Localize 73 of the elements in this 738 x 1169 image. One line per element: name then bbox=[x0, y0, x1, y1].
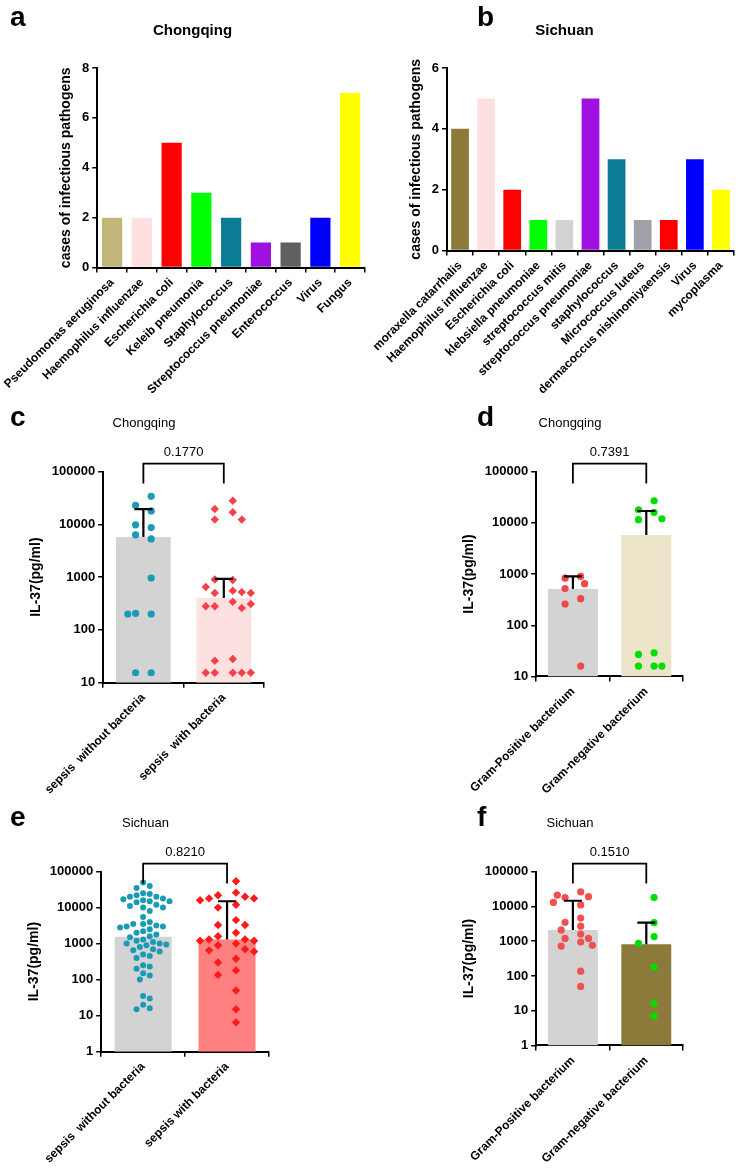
y-tick-label: 8 bbox=[82, 59, 90, 75]
y-tick-label: 1000 bbox=[66, 568, 96, 584]
bar bbox=[191, 192, 212, 267]
y-tick-label: 10 bbox=[513, 1002, 529, 1018]
y-tick-label: 1 bbox=[520, 1037, 529, 1053]
bar bbox=[161, 142, 182, 267]
bar bbox=[633, 220, 652, 250]
bar bbox=[131, 217, 152, 267]
bar bbox=[659, 220, 678, 250]
bar bbox=[280, 242, 301, 267]
y-tick-label: 1000 bbox=[499, 932, 529, 948]
bar bbox=[581, 98, 600, 250]
y-tick-label: 100000 bbox=[49, 863, 94, 879]
y-tick-label: 2 bbox=[82, 209, 90, 225]
chart-title: Sichuan bbox=[546, 815, 594, 831]
y-tick-label: 10000 bbox=[57, 899, 94, 915]
text: a bbox=[10, 0, 26, 32]
y-tick-label: 100 bbox=[506, 967, 529, 983]
bar bbox=[503, 189, 522, 250]
bar bbox=[221, 217, 242, 267]
y-tick-label: 100000 bbox=[51, 463, 96, 479]
text: f bbox=[477, 800, 487, 832]
y-tick-label: 4 bbox=[82, 159, 91, 175]
chart-title: Chongqing bbox=[152, 21, 233, 39]
y-tick-label: 1000 bbox=[499, 565, 529, 581]
chart-title: Chongqing bbox=[538, 415, 602, 431]
text: e bbox=[10, 800, 26, 832]
y-tick-label: 0 bbox=[431, 242, 439, 258]
y-tick-label: 6 bbox=[82, 109, 90, 125]
y-axis-title: IL-37(pg/ml) bbox=[460, 918, 477, 999]
y-tick-label: 0 bbox=[82, 259, 90, 275]
bar bbox=[607, 159, 626, 250]
y-tick-label: 1 bbox=[85, 1043, 94, 1059]
bar bbox=[340, 92, 361, 267]
y-tick-label: 10000 bbox=[59, 515, 96, 531]
chart-title: Chongqing bbox=[112, 415, 176, 431]
text: b bbox=[477, 0, 495, 32]
bar bbox=[102, 217, 123, 267]
y-axis-title: IL-37(pg/ml) bbox=[460, 534, 477, 614]
y-axis-title: IL-37(pg/ml) bbox=[27, 537, 44, 617]
y-tick-label: 10000 bbox=[492, 897, 529, 913]
bar bbox=[250, 242, 271, 267]
bar bbox=[529, 220, 548, 250]
y-tick-label: 6 bbox=[431, 59, 439, 75]
chart-title: Sichuan bbox=[535, 21, 594, 39]
y-tick-label: 100 bbox=[73, 621, 96, 637]
bar bbox=[555, 220, 574, 250]
bar bbox=[310, 217, 331, 267]
chart-title: Sichuan bbox=[122, 815, 169, 831]
y-tick-label: 10 bbox=[513, 668, 529, 684]
y-tick-label: 100000 bbox=[484, 463, 529, 479]
bar bbox=[712, 189, 730, 250]
y-tick-label: 10000 bbox=[492, 514, 529, 530]
bar bbox=[477, 98, 495, 250]
text: d bbox=[477, 400, 495, 432]
y-tick-label: 100000 bbox=[484, 863, 529, 879]
y-axis-title: cases of infectious pathogens bbox=[407, 58, 424, 260]
y-tick-label: 2 bbox=[431, 181, 439, 197]
y-tick-label: 1000 bbox=[64, 935, 94, 951]
y-tick-label: 4 bbox=[431, 120, 440, 136]
y-tick-label: 100 bbox=[506, 616, 529, 632]
text: 0.1510 bbox=[589, 843, 630, 859]
text: 0.8210 bbox=[165, 843, 205, 859]
text: 0.7391 bbox=[589, 443, 630, 459]
y-tick-label: 100 bbox=[71, 971, 94, 987]
bar bbox=[685, 159, 704, 250]
text: c bbox=[10, 400, 26, 432]
y-axis-title: cases of infectious pathogens bbox=[57, 67, 74, 269]
y-tick-label: 10 bbox=[78, 1007, 94, 1023]
text: 0.1770 bbox=[163, 443, 204, 459]
y-axis-title: IL-37(pg/ml) bbox=[25, 921, 42, 1002]
y-tick-label: 10 bbox=[80, 674, 96, 690]
bar bbox=[451, 128, 469, 250]
